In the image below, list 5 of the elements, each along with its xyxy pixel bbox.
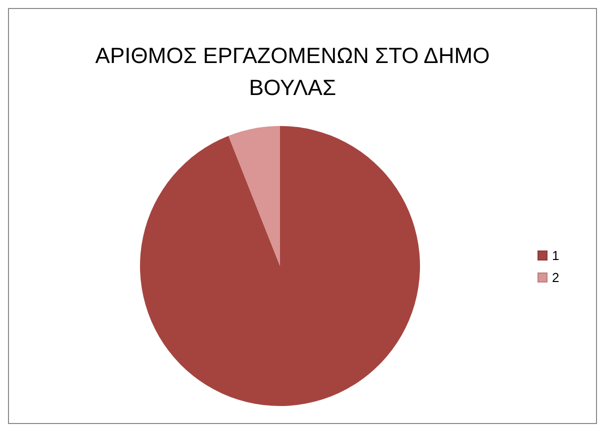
chart-title: ΑΡΙΘΜΟΣ ΕΡΓΑΖΟΜΕΝΩΝ ΣΤΟ ΔΗΜΟ ΒΟΥΛΑΣ: [95, 43, 490, 100]
pie-slice: [140, 126, 420, 406]
legend-label: 2: [552, 270, 560, 285]
legend-label: 1: [552, 248, 560, 263]
pie-slice: [228, 126, 280, 266]
